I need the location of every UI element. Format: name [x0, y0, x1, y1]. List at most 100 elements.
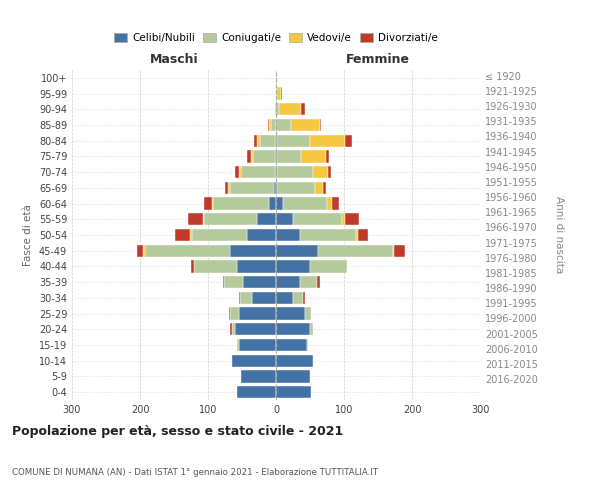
- Bar: [328, 166, 331, 178]
- Bar: [276, 119, 291, 131]
- Bar: [229, 182, 230, 194]
- Bar: [276, 103, 280, 116]
- Bar: [394, 244, 404, 257]
- Bar: [332, 198, 339, 209]
- Bar: [346, 213, 359, 226]
- Bar: [194, 260, 236, 272]
- Bar: [252, 292, 276, 304]
- Bar: [223, 276, 224, 288]
- Bar: [276, 88, 277, 100]
- Bar: [188, 213, 203, 226]
- Bar: [276, 308, 305, 320]
- Bar: [190, 229, 191, 241]
- Bar: [305, 308, 311, 320]
- Bar: [300, 276, 317, 288]
- Bar: [225, 182, 229, 194]
- Bar: [276, 354, 313, 367]
- Bar: [277, 134, 310, 147]
- Bar: [291, 119, 320, 131]
- Bar: [137, 244, 143, 257]
- Bar: [307, 339, 308, 351]
- Bar: [276, 229, 300, 241]
- Bar: [241, 370, 276, 382]
- Bar: [232, 354, 276, 367]
- Y-axis label: Fasce di età: Fasce di età: [23, 204, 33, 266]
- Bar: [224, 276, 244, 288]
- Bar: [239, 166, 241, 178]
- Bar: [301, 103, 305, 116]
- Bar: [229, 308, 230, 320]
- Y-axis label: Anni di nascita: Anni di nascita: [554, 196, 565, 274]
- Bar: [257, 134, 260, 147]
- Bar: [276, 198, 283, 209]
- Bar: [293, 213, 342, 226]
- Bar: [145, 244, 230, 257]
- Bar: [275, 166, 276, 178]
- Bar: [276, 276, 300, 288]
- Bar: [239, 339, 276, 351]
- Bar: [276, 292, 293, 304]
- Bar: [276, 260, 310, 272]
- Bar: [236, 260, 276, 272]
- Bar: [251, 150, 253, 162]
- Legend: Celibi/Nubili, Coniugati/e, Vedovi/e, Divorziati/e: Celibi/Nubili, Coniugati/e, Vedovi/e, Di…: [110, 29, 442, 48]
- Bar: [260, 134, 275, 147]
- Bar: [230, 323, 232, 336]
- Bar: [191, 260, 194, 272]
- Bar: [239, 308, 276, 320]
- Bar: [239, 292, 240, 304]
- Bar: [237, 339, 239, 351]
- Bar: [326, 150, 329, 162]
- Bar: [191, 229, 247, 241]
- Bar: [276, 134, 277, 147]
- Bar: [230, 308, 239, 320]
- Bar: [254, 134, 257, 147]
- Bar: [346, 134, 352, 147]
- Bar: [236, 386, 276, 398]
- Bar: [275, 150, 276, 162]
- Text: COMUNE DI NUMANA (AN) - Dati ISTAT 1° gennaio 2021 - Elaborazione TUTTITALIA.IT: COMUNE DI NUMANA (AN) - Dati ISTAT 1° ge…: [12, 468, 378, 477]
- Bar: [277, 88, 281, 100]
- Bar: [280, 103, 301, 116]
- Bar: [323, 182, 326, 194]
- Bar: [276, 323, 310, 336]
- Bar: [244, 276, 276, 288]
- Bar: [276, 370, 310, 382]
- Bar: [310, 323, 313, 336]
- Bar: [293, 292, 303, 304]
- Bar: [276, 182, 277, 194]
- Bar: [276, 213, 293, 226]
- Bar: [235, 323, 276, 336]
- Bar: [175, 229, 190, 241]
- Bar: [232, 323, 235, 336]
- Bar: [393, 244, 394, 257]
- Bar: [318, 244, 393, 257]
- Bar: [269, 119, 271, 131]
- Bar: [276, 166, 277, 178]
- Bar: [247, 229, 276, 241]
- Bar: [247, 150, 251, 162]
- Bar: [275, 103, 276, 116]
- Bar: [274, 182, 276, 194]
- Bar: [253, 150, 275, 162]
- Bar: [356, 229, 358, 241]
- Bar: [230, 244, 276, 257]
- Bar: [277, 150, 301, 162]
- Bar: [257, 213, 276, 226]
- Bar: [204, 213, 257, 226]
- Bar: [276, 244, 318, 257]
- Bar: [283, 198, 327, 209]
- Bar: [342, 213, 346, 226]
- Bar: [203, 213, 204, 226]
- Bar: [235, 166, 239, 178]
- Bar: [276, 386, 311, 398]
- Bar: [143, 244, 145, 257]
- Bar: [358, 229, 368, 241]
- Bar: [277, 166, 313, 178]
- Bar: [277, 182, 315, 194]
- Bar: [281, 88, 282, 100]
- Bar: [317, 276, 320, 288]
- Text: Maschi: Maschi: [149, 53, 199, 66]
- Bar: [310, 260, 347, 272]
- Bar: [214, 198, 269, 209]
